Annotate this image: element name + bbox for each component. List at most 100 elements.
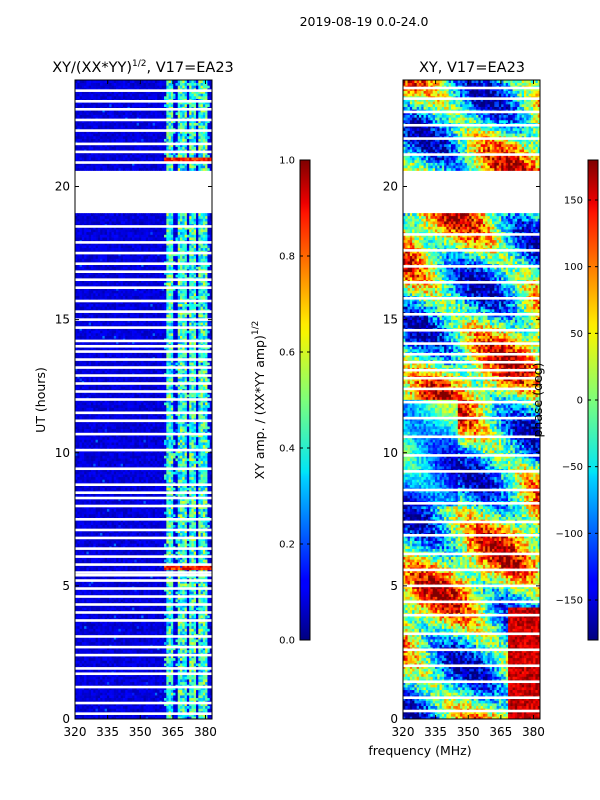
heat-cell — [84, 591, 87, 595]
heat-cell — [141, 508, 144, 512]
heat-cell — [95, 524, 99, 528]
heat-cell — [138, 519, 142, 523]
heat-cell — [127, 519, 131, 523]
heat-cell — [182, 713, 185, 717]
heat-cell — [129, 506, 133, 510]
heat-cell — [75, 623, 78, 627]
heat-cell — [152, 537, 156, 541]
heat-cell — [191, 498, 195, 502]
heat-cell — [134, 537, 137, 541]
heat-cell — [177, 521, 181, 525]
heat-cell — [97, 524, 101, 528]
heat-cell — [193, 687, 197, 691]
heat-cell — [141, 703, 144, 707]
heat-cell — [154, 636, 158, 640]
heat-cell — [152, 543, 156, 547]
heat-cell — [77, 588, 80, 592]
heat-cell — [141, 668, 144, 672]
heat-cell — [166, 511, 169, 515]
heat-cell — [136, 689, 140, 693]
heat-cell — [148, 631, 151, 635]
heat-cell — [129, 521, 133, 525]
heat-cell — [100, 519, 103, 523]
heat-cell — [205, 641, 208, 645]
heat-cell — [154, 663, 158, 667]
heat-cell — [145, 660, 149, 664]
heat-cell — [180, 703, 183, 707]
heat-cell — [164, 705, 167, 709]
heat-cell — [75, 625, 78, 629]
heat-cell — [79, 513, 83, 517]
heat-cell — [173, 498, 176, 502]
heat-cell — [104, 628, 108, 632]
heat-cell — [175, 679, 179, 683]
heat-cell — [109, 498, 112, 502]
heat-cell — [209, 668, 213, 672]
heat-cell — [100, 649, 103, 653]
heat-cell — [95, 556, 99, 560]
heat-cell — [184, 532, 188, 536]
heat-cell — [152, 519, 156, 523]
heat-cell — [157, 524, 160, 528]
heat-cell — [116, 663, 119, 667]
heat-cell — [159, 604, 163, 608]
heat-cell — [166, 705, 169, 709]
heat-cell — [200, 564, 204, 568]
heat-cell — [168, 625, 172, 629]
heat-cell — [175, 641, 179, 645]
heat-cell — [193, 615, 197, 619]
heat-cell — [205, 591, 208, 595]
heat-cell — [97, 511, 101, 515]
heat-cell — [118, 548, 122, 552]
heat-cell — [186, 716, 190, 720]
heat-cell — [118, 580, 122, 584]
heat-cell — [75, 689, 78, 693]
heat-cell — [184, 511, 188, 515]
heat-cell — [207, 663, 211, 667]
heat-cell — [120, 647, 124, 651]
heat-cell — [122, 636, 126, 640]
heat-cell — [170, 679, 174, 683]
heat-cell — [104, 705, 108, 709]
heat-cell — [145, 697, 149, 701]
heat-cell — [97, 705, 101, 709]
heat-cell — [113, 697, 117, 701]
heat-cell — [93, 663, 96, 667]
heat-cell — [193, 511, 197, 515]
heat-cell — [116, 657, 119, 661]
heat-cell — [200, 692, 204, 696]
heat-cell — [164, 612, 167, 616]
heat-cell — [102, 559, 106, 563]
heat-cell — [132, 588, 135, 592]
heat-cell — [180, 519, 183, 523]
heat-cell — [177, 575, 181, 579]
heat-cell — [157, 532, 160, 536]
heat-cell — [136, 647, 140, 651]
heat-cell — [132, 591, 135, 595]
heat-cell — [100, 689, 103, 693]
heat-cell — [95, 668, 99, 672]
heat-cell — [86, 519, 90, 523]
heat-cell — [129, 668, 133, 672]
heat-cell — [86, 689, 90, 693]
heat-cell — [132, 599, 135, 603]
heat-cell — [150, 663, 153, 667]
heat-cell — [95, 647, 99, 651]
heat-cell — [86, 524, 90, 528]
heat-cell — [120, 615, 124, 619]
heat-cell — [84, 615, 87, 619]
heat-cell — [157, 692, 160, 696]
heat-cell — [205, 676, 208, 680]
heat-cell — [75, 580, 78, 584]
heat-cell — [95, 649, 99, 653]
heat-cell — [116, 519, 119, 523]
heat-cell — [186, 687, 190, 691]
heat-cell — [116, 625, 119, 629]
heat-cell — [175, 639, 179, 643]
heat-cell — [205, 620, 208, 624]
heat-cell — [134, 697, 137, 701]
heat-cell — [97, 620, 101, 624]
heat-cell — [138, 689, 142, 693]
heat-cell — [109, 580, 112, 584]
heat-cell — [207, 676, 211, 680]
